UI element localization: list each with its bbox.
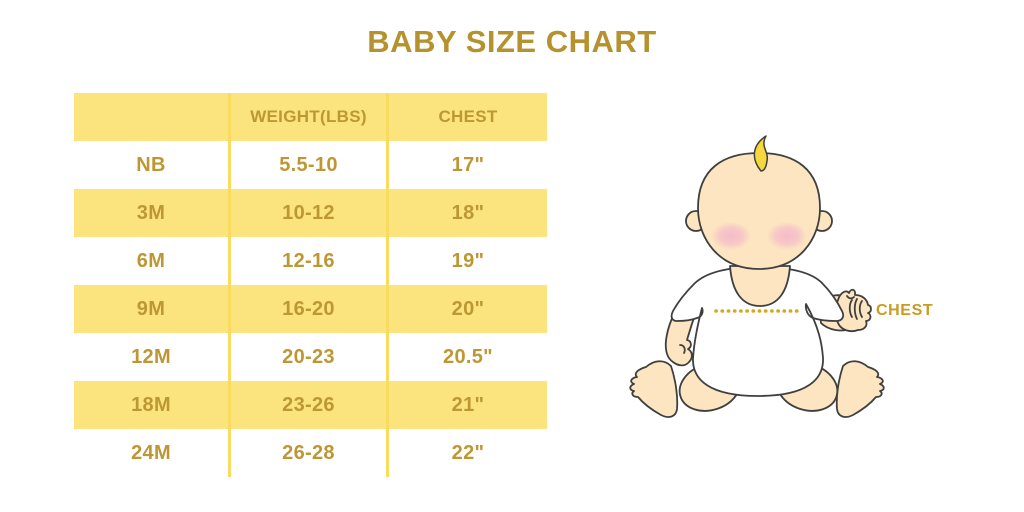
baby-left-foot bbox=[629, 360, 679, 418]
chest-cell: 22" bbox=[451, 441, 485, 464]
size-cell: 24M bbox=[74, 429, 231, 477]
baby-left-arm bbox=[664, 306, 697, 367]
table-row: 24M 26-28 22" bbox=[74, 429, 547, 477]
header-chest: CHEST bbox=[438, 107, 498, 126]
chest-cell: 17" bbox=[451, 153, 485, 176]
size-cell: 9M bbox=[74, 285, 231, 333]
table-row: NB 5.5-10 17" bbox=[74, 141, 547, 189]
chest-cell: 21" bbox=[451, 393, 485, 416]
chest-label: CHEST bbox=[876, 302, 934, 319]
baby-neck bbox=[729, 265, 791, 307]
weight-cell: 26-28 bbox=[231, 429, 389, 477]
baby-onesie bbox=[670, 266, 845, 397]
baby-illustration bbox=[600, 90, 1024, 512]
table-row: 18M 23-26 21" bbox=[74, 381, 547, 429]
baby-blush-cheeks bbox=[711, 222, 807, 250]
table-header-row: WEIGHT(LBS) CHEST bbox=[74, 93, 547, 141]
table-row: 9M 16-20 20" bbox=[74, 285, 547, 333]
chest-cell: 19" bbox=[451, 249, 485, 272]
table-row: 6M 12-16 19" bbox=[74, 237, 547, 285]
size-table: WEIGHT(LBS) CHEST NB 5.5-10 17" 3M 10-12… bbox=[74, 93, 547, 477]
header-size bbox=[74, 93, 231, 141]
table-row: 3M 10-12 18" bbox=[74, 189, 547, 237]
size-cell: 12M bbox=[74, 333, 231, 381]
weight-cell: 16-20 bbox=[231, 285, 389, 333]
size-cell: 6M bbox=[74, 237, 231, 285]
size-cell: NB bbox=[74, 141, 231, 189]
weight-cell: 12-16 bbox=[231, 237, 389, 285]
weight-cell: 23-26 bbox=[231, 381, 389, 429]
weight-cell: 20-23 bbox=[231, 333, 389, 381]
size-cell: 3M bbox=[74, 189, 231, 237]
chest-cell: 20.5" bbox=[443, 345, 493, 368]
page-title: BABY SIZE CHART bbox=[367, 24, 657, 59]
size-cell: 18M bbox=[74, 381, 231, 429]
baby-hair-curl bbox=[753, 135, 769, 172]
chest-cell: 18" bbox=[451, 201, 485, 224]
weight-cell: 10-12 bbox=[231, 189, 389, 237]
baby-right-foot bbox=[835, 360, 885, 418]
header-weight: WEIGHT(LBS) bbox=[231, 93, 389, 141]
chest-cell: 20" bbox=[451, 297, 485, 320]
baby-head bbox=[697, 152, 821, 270]
table-row: 12M 20-23 20.5" bbox=[74, 333, 547, 381]
weight-cell: 5.5-10 bbox=[231, 141, 389, 189]
